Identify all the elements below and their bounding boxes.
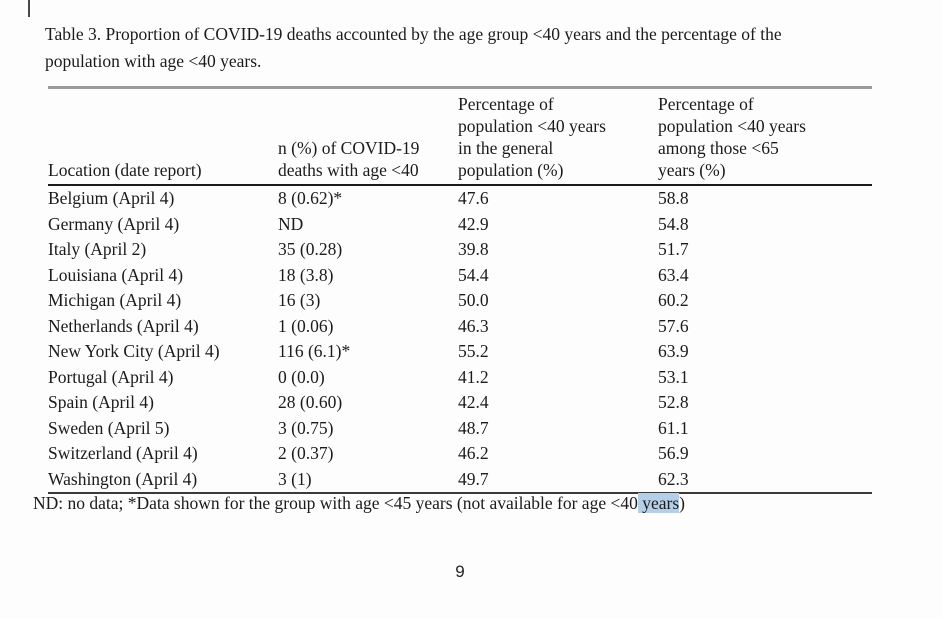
table-row-germany: Germany (April 4) ND 42.9 54.8 [48,212,872,238]
deaths-cell: 8 (0.62)* [278,188,343,208]
location-cell: New York City (April 4) [48,341,220,361]
location-cell: Netherlands (April 4) [48,315,199,336]
pct-under65-cell: 51.7 [658,239,689,259]
table-row-spain: Spain (April 4) 28 (0.60) 42.4 52.8 [48,390,872,416]
location-cell: Louisiana (April 4) [48,264,184,285]
pct-general-cell: 47.6 [458,188,489,208]
deaths-cell: 2 (0.37) [278,443,334,463]
page-number: 9 [455,562,465,581]
deaths-cell: 16 (3) [278,290,321,310]
table-row-new-york-city: New York City (April 4) 116 (6.1)* 55.2 … [48,339,872,365]
pct-under65-cell: 57.6 [658,315,689,336]
table-caption: Table 3. Proportion of COVID-19 deaths a… [45,24,782,71]
text-cursor-artifact [28,0,30,17]
deaths-cell: 18 (3.8) [278,264,334,285]
table-row-washington: Washington (April 4) 3 (1) 49.7 62.3 [48,466,872,494]
pct-general-cell: 55.2 [458,341,489,361]
table-row-sweden: Sweden (April 5) 3 (0.75) 48.7 61.1 [48,416,872,442]
deaths-cell: 3 (1) [278,466,458,494]
deaths-cell: 116 (6.1)* [278,341,351,361]
deaths-cell: 0 (0.0) [278,366,325,387]
location-cell: Germany (April 4) [48,213,180,234]
pct-under65-cell: 61.1 [658,417,689,438]
pct-under65-cell: 58.8 [658,188,689,208]
table-row-switzerland: Switzerland (April 4) 2 (0.37) 46.2 56.9 [48,441,872,467]
location-cell: Italy (April 2) [48,239,147,259]
location-cell: Michigan (April 4) [48,290,182,310]
table-row-italy: Italy (April 2) 35 (0.28) 39.8 51.7 [48,237,872,263]
header-pct-general-population: Percentage of population <40 years in th… [458,86,658,186]
deaths-cell: 3 (0.75) [278,417,334,438]
deaths-cell: 35 (0.28) [278,239,343,259]
table-row-louisiana: Louisiana (April 4) 18 (3.8) 54.4 63.4 [48,263,872,289]
pct-under65-cell: 53.1 [658,366,689,387]
location-cell: Spain (April 4) [48,392,154,412]
location-cell: Sweden (April 5) [48,417,170,438]
covid-deaths-table: Location (date report) n (%) of COVID-19… [48,86,872,494]
deaths-cell: ND [278,213,304,234]
pct-general-cell: 50.0 [458,290,489,310]
table-header: Location (date report) n (%) of COVID-19… [48,86,872,186]
location-cell: Switzerland (April 4) [48,443,198,463]
table-row-belgium: Belgium (April 4) 8 (0.62)* 47.6 58.8 [48,185,872,212]
pct-general-cell: 48.7 [458,417,489,438]
table-row-michigan: Michigan (April 4) 16 (3) 50.0 60.2 [48,288,872,314]
pct-general-cell: 39.8 [458,239,489,259]
pct-general-cell: 46.2 [458,443,489,463]
table-body: Belgium (April 4) 8 (0.62)* 47.6 58.8 Ge… [48,185,872,494]
footnote-text-suffix: ) [679,493,685,513]
header-pct-under-65: Percentage of population <40 years among… [658,86,872,186]
footnote-selected-text: years [637,493,680,513]
location-cell: Belgium (April 4) [48,188,175,208]
pct-under65-cell: 52.8 [658,392,689,412]
footnote-text: ND: no data; *Data shown for the group w… [33,493,638,513]
header-location: Location (date report) [48,86,278,186]
pct-under65-cell: 63.4 [658,264,689,285]
pct-general-cell: 41.2 [458,366,489,387]
header-row: Location (date report) n (%) of COVID-19… [48,86,872,186]
pct-general-cell: 46.3 [458,315,489,336]
location-cell: Washington (April 4) [48,466,278,494]
deaths-cell: 28 (0.60) [278,392,343,412]
header-deaths: n (%) of COVID-19 deaths with age <40 [278,86,458,186]
deaths-cell: 1 (0.06) [278,315,334,336]
pct-general-cell: 49.7 [458,466,658,494]
table-row-netherlands: Netherlands (April 4) 1 (0.06) 46.3 57.6 [48,314,872,340]
pct-general-cell: 54.4 [458,264,489,285]
pct-general-cell: 42.4 [458,392,489,412]
pct-under65-cell: 60.2 [658,290,689,310]
pct-general-cell: 42.9 [458,213,489,234]
table-row-portugal: Portugal (April 4) 0 (0.0) 41.2 53.1 [48,365,872,391]
pct-under65-cell: 63.9 [658,341,689,361]
table-footnote: ND: no data; *Data shown for the group w… [33,491,913,515]
location-cell: Portugal (April 4) [48,366,174,387]
pct-under65-cell: 56.9 [658,443,689,463]
pct-under65-cell: 62.3 [658,466,872,494]
pct-under65-cell: 54.8 [658,213,689,234]
